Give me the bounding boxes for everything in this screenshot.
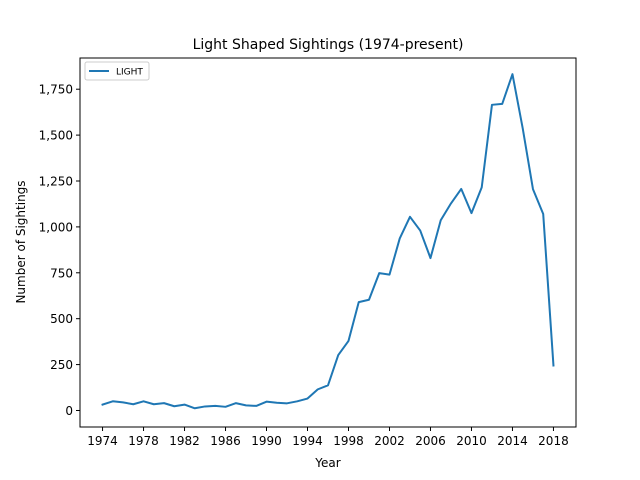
x-tick-label: 2006 xyxy=(415,434,446,448)
series-layer xyxy=(101,73,555,410)
x-tick-label: 1990 xyxy=(251,434,282,448)
y-tick-label: 1,500 xyxy=(39,129,73,143)
y-tick-label: 750 xyxy=(50,266,73,280)
x-axis: 1974 1978 1982 1986 1990 1994 1998 2002 2006 2010… xyxy=(87,427,569,448)
series-line-light xyxy=(101,73,555,410)
y-tick-label: 500 xyxy=(50,312,73,326)
x-tick-label: 1998 xyxy=(333,434,364,448)
legend: LIGHT xyxy=(84,61,150,81)
x-axis-label: Year xyxy=(314,456,340,470)
y-tick-label: 250 xyxy=(50,358,73,372)
y-tick-label: 0 xyxy=(65,404,73,418)
x-tick-label: 1974 xyxy=(87,434,118,448)
x-tick-label: 2014 xyxy=(497,434,528,448)
legend-box xyxy=(84,61,150,81)
chart-title: Light Shaped Sightings (1974-present) xyxy=(193,37,464,53)
plot-frame xyxy=(79,57,577,428)
x-tick-label: 1986 xyxy=(210,434,241,448)
y-tick-label: 1,000 xyxy=(39,220,73,234)
x-tick-label: 1982 xyxy=(169,434,200,448)
x-tick-label: 1994 xyxy=(292,434,323,448)
x-tick-label: 2002 xyxy=(374,434,405,448)
y-axis-label: Number of Sightings xyxy=(14,180,28,303)
x-tick-label: 1978 xyxy=(128,434,159,448)
y-tick-label: 1,750 xyxy=(39,83,73,97)
y-tick-label: 1,250 xyxy=(39,175,73,189)
plot-area xyxy=(79,57,577,428)
x-tick-label: 2010 xyxy=(456,434,487,448)
legend-label-light: LIGHT xyxy=(116,68,143,78)
y-axis: 0 250 500 750 1,000 1,250 1,500 1,750 xyxy=(39,83,80,418)
x-tick-label: 2018 xyxy=(538,434,569,448)
